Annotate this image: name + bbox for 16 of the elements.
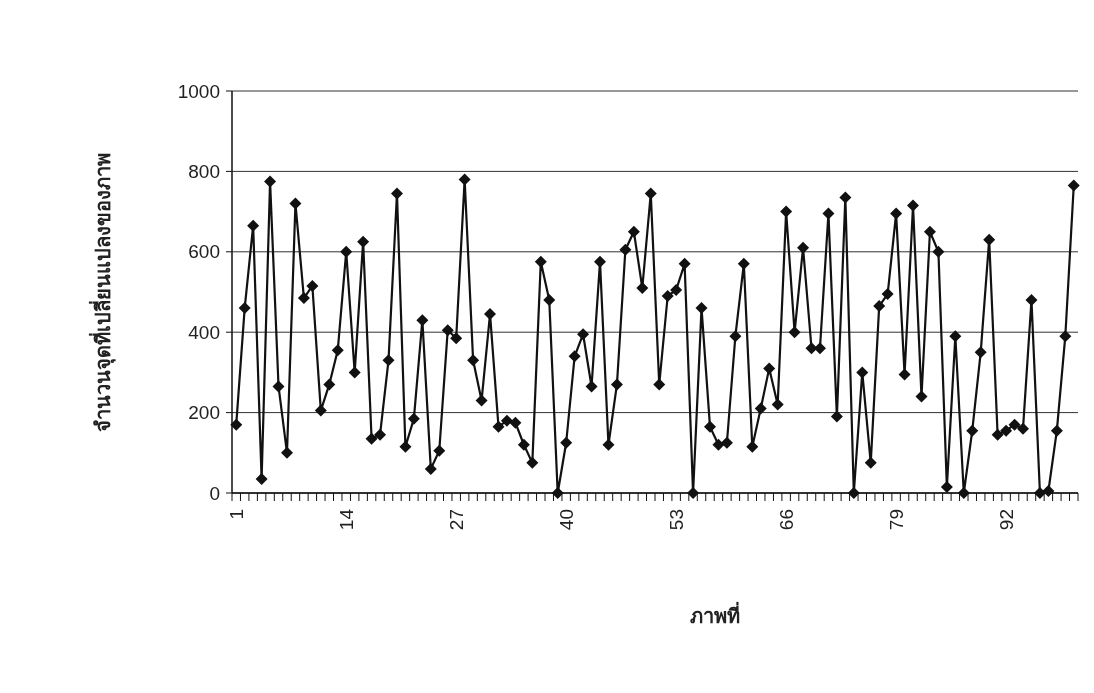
y-tick-label: 400 — [188, 321, 220, 343]
y-tick-label: 600 — [188, 241, 220, 263]
y-tick-label: 200 — [188, 402, 220, 424]
x-axis-title: ภาพที่ — [690, 601, 740, 627]
y-tick-label: 0 — [209, 482, 220, 504]
x-tick-label: 66 — [775, 509, 797, 531]
x-tick-label: 1 — [225, 509, 247, 520]
x-tick-label: 14 — [335, 508, 357, 531]
x-tick-label: 40 — [555, 509, 577, 531]
y-tick-label: 800 — [188, 161, 220, 183]
x-tick-label: 79 — [885, 509, 907, 531]
x-tick-label: 27 — [445, 509, 467, 531]
x-tick-label: 53 — [665, 509, 687, 531]
y-axis-title: จำนวนจุดที่เปลี่ยนแปลงของภาพ — [88, 152, 116, 432]
x-tick-label: 92 — [995, 509, 1017, 531]
y-tick-label: 1000 — [177, 80, 220, 102]
